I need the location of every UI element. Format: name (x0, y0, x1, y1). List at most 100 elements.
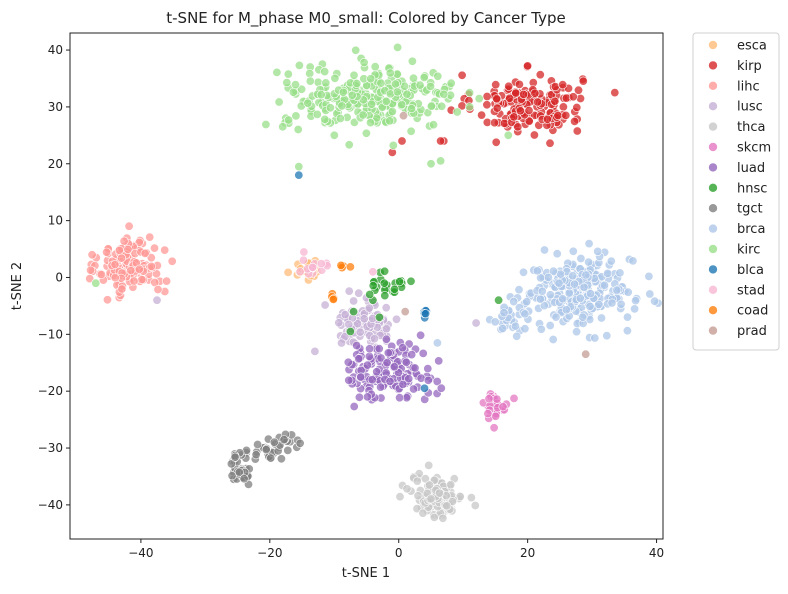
point-lihc (119, 236, 129, 246)
point-brca (520, 309, 530, 319)
point-kirc (359, 57, 369, 67)
point-kirc (392, 87, 402, 97)
point-esca (283, 267, 293, 277)
point-luad (410, 363, 420, 373)
y-tick-label: 10 (48, 214, 63, 228)
point-brca (599, 280, 609, 290)
point-kirp (491, 137, 501, 147)
point-lusc (340, 310, 350, 320)
point-brca (510, 321, 520, 331)
point-kirp (524, 106, 534, 116)
x-tick-label: 40 (649, 546, 664, 560)
point-kirc (303, 98, 313, 108)
point-stad (308, 262, 318, 272)
point-kirc (320, 114, 330, 124)
point-kirp (397, 136, 407, 146)
point-brca (628, 256, 638, 266)
point-prad (398, 111, 408, 121)
point-tgct (251, 450, 261, 460)
point-thca (442, 501, 452, 511)
point-kirc (397, 100, 407, 110)
point-hnsc (368, 281, 378, 291)
point-kirc (284, 115, 294, 125)
point-lihc (87, 250, 97, 260)
point-brca (575, 293, 585, 303)
point-brca (603, 268, 613, 278)
point-kirc (474, 94, 484, 104)
point-kirc (437, 101, 447, 111)
point-kirp (492, 94, 502, 104)
point-brca (631, 296, 641, 306)
point-lusc (352, 319, 362, 329)
point-brca (545, 290, 555, 300)
point-thca (424, 460, 434, 470)
point-brca (584, 239, 594, 249)
point-kirc (316, 90, 326, 100)
point-kirc (381, 96, 391, 106)
point-brca (548, 266, 558, 276)
point-thca (412, 476, 422, 486)
point-tgct (295, 438, 305, 448)
point-kirc (446, 78, 456, 88)
legend: esca kirp lihc lusc thca skcm luad hnsc tgct brca… (692, 32, 780, 351)
point-kirp (578, 76, 588, 86)
legend-marker-esca (708, 40, 718, 50)
point-coad (328, 294, 338, 304)
point-lusc (471, 318, 481, 328)
point-kirc (433, 71, 443, 81)
point-tgct (234, 467, 244, 477)
point-luad (356, 372, 366, 382)
point-luad (395, 393, 405, 403)
point-thca (429, 512, 439, 522)
point-brca (499, 308, 509, 318)
legend-marker-luad (708, 162, 718, 173)
point-coad (345, 262, 355, 272)
point-brca (568, 246, 578, 256)
point-brca (645, 289, 655, 299)
point-tgct (253, 439, 263, 449)
point-kirc (344, 140, 354, 150)
legend-marker-lusc (708, 101, 718, 111)
point-brca (602, 331, 612, 341)
point-kirc (349, 117, 359, 127)
point-kirc (283, 69, 293, 79)
point-hnsc (406, 276, 416, 286)
legend-label-esca: esca (737, 39, 767, 54)
point-brca (551, 312, 561, 322)
point-blca (294, 170, 304, 180)
point-stad (316, 259, 326, 269)
point-lihc (124, 221, 134, 231)
point-kirp (511, 88, 521, 98)
point-luad (374, 344, 384, 354)
legend-marker-lihc (708, 81, 718, 91)
point-kirc (465, 102, 475, 112)
point-skcm (483, 409, 493, 419)
legend-label-lusc: lusc (737, 100, 763, 115)
point-luad (404, 374, 414, 384)
point-stad (299, 247, 309, 257)
point-brca (585, 301, 595, 311)
legend-label-brca: brca (737, 222, 765, 237)
point-brca (615, 268, 625, 278)
point-kirc (330, 73, 340, 83)
point-kirc (351, 45, 361, 55)
point-kirc (436, 156, 446, 166)
point-brca (558, 294, 568, 304)
point-kirp (572, 126, 582, 136)
point-kirp (515, 106, 525, 116)
point-brca (585, 289, 595, 299)
point-kirc (407, 56, 417, 66)
point-kirp (489, 118, 499, 128)
point-luad (398, 379, 408, 389)
point-kirc (452, 107, 462, 117)
point-hnsc (345, 326, 355, 336)
chart-title: t-SNE for M_phase M0_small: Colored by C… (166, 9, 565, 28)
point-kirp (524, 116, 534, 126)
point-luad (418, 348, 428, 358)
point-thca (426, 494, 436, 504)
point-kirc (408, 73, 418, 83)
point-lihc (117, 253, 127, 263)
point-lusc (359, 314, 369, 324)
point-brca (630, 304, 640, 314)
point-brca (623, 287, 633, 297)
